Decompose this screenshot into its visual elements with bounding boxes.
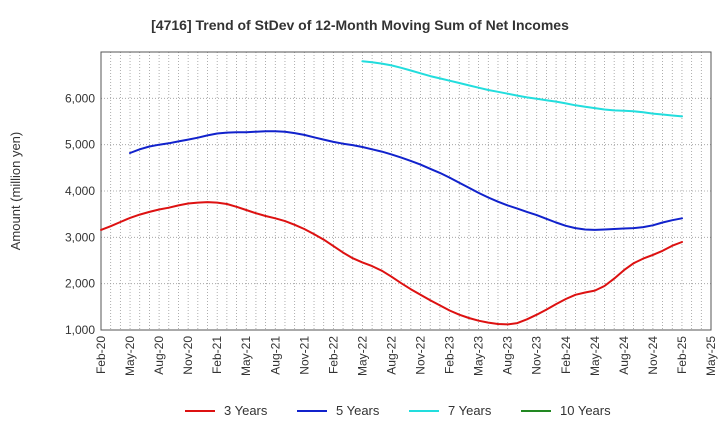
x-tick-label: Aug-23 <box>501 336 515 375</box>
y-tick-label: 6,000 <box>65 91 95 105</box>
x-tick-label: Feb-20 <box>94 336 108 374</box>
chart-title: [4716] Trend of StDev of 12-Month Moving… <box>151 17 569 33</box>
x-tick-label: Feb-21 <box>210 336 224 374</box>
x-tick-label: Feb-24 <box>559 336 573 374</box>
series-line-3-years <box>100 201 683 326</box>
series-line-7-years <box>361 60 683 118</box>
grid-lines <box>100 52 712 331</box>
x-tick-label: Feb-22 <box>326 336 340 374</box>
x-tick-label: Aug-20 <box>152 336 166 375</box>
x-tick-label: Nov-24 <box>646 336 660 375</box>
x-tick-label: May-22 <box>355 336 369 376</box>
x-tick-label: Aug-21 <box>268 336 282 375</box>
legend-label-7-years: 7 Years <box>448 403 492 418</box>
legend-label-10-years: 10 Years <box>560 403 611 418</box>
legend: 3 Years 5 Years 7 Years 10 Years <box>185 403 611 418</box>
x-tick-label: Aug-24 <box>617 336 631 375</box>
x-tick-label: May-20 <box>123 336 137 376</box>
x-tick-label: Aug-22 <box>384 336 398 375</box>
x-tick-label: May-25 <box>704 336 718 376</box>
plot-area <box>101 52 711 330</box>
y-tick-label: 4,000 <box>65 184 95 198</box>
x-tick-label: May-24 <box>588 336 602 376</box>
x-tick-label: Nov-20 <box>181 336 195 375</box>
x-tick-label: Nov-21 <box>297 336 311 375</box>
x-tick-label: May-23 <box>472 336 486 376</box>
legend-label-5-years: 5 Years <box>336 403 380 418</box>
plot-border <box>100 51 712 331</box>
series-line-5-years <box>129 130 683 231</box>
y-axis-label: Amount (million yen) <box>8 132 23 251</box>
series-lines <box>100 60 683 326</box>
y-tick-label: 1,000 <box>65 323 95 337</box>
x-tick-label: Nov-23 <box>530 336 544 375</box>
y-tick-label: 3,000 <box>65 230 95 244</box>
x-tick-label: Feb-23 <box>443 336 457 374</box>
y-tick-label: 5,000 <box>65 138 95 152</box>
x-tick-label: May-21 <box>239 336 253 376</box>
x-tick-label: Nov-22 <box>414 336 428 375</box>
legend-label-3-years: 3 Years <box>224 403 268 418</box>
x-tick-label: Feb-25 <box>675 336 689 374</box>
axes: 1,000 2,000 3,000 4,000 5,000 6,000 Feb-20 May-… <box>65 51 718 376</box>
y-tick-label: 2,000 <box>65 277 95 291</box>
